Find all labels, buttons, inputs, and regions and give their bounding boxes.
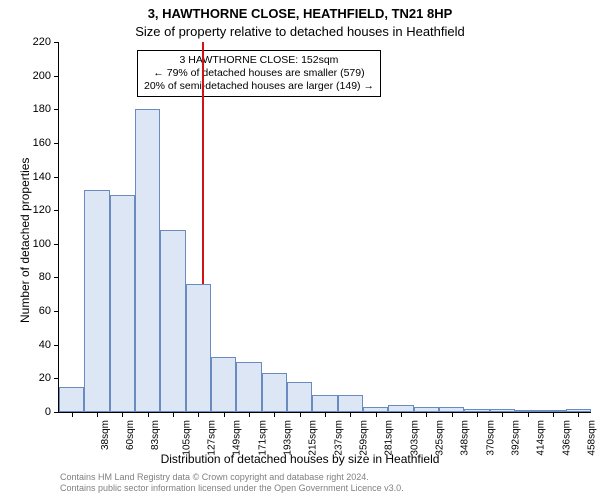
x-tick (325, 412, 326, 417)
x-tick-label: 105sqm (181, 420, 192, 456)
plot-area: 3 HAWTHORNE CLOSE: 152sqm ← 79% of detac… (58, 42, 591, 413)
histogram-bar (388, 405, 413, 412)
histogram-bar (59, 387, 84, 412)
x-tick-label: 127sqm (207, 420, 218, 456)
chart-title-address: 3, HAWTHORNE CLOSE, HEATHFIELD, TN21 8HP (0, 6, 600, 21)
x-tick (502, 412, 503, 417)
y-tick-label: 220 (21, 36, 51, 48)
y-tick (54, 311, 59, 312)
x-tick (122, 412, 123, 417)
annotation-box: 3 HAWTHORNE CLOSE: 152sqm ← 79% of detac… (137, 50, 381, 97)
x-tick-label: 414sqm (536, 420, 547, 456)
x-tick (300, 412, 301, 417)
histogram-bar (160, 230, 185, 412)
x-tick-label: 370sqm (485, 420, 496, 456)
x-tick-label: 281sqm (384, 420, 395, 456)
y-tick (54, 210, 59, 211)
y-tick (54, 412, 59, 413)
x-tick (97, 412, 98, 417)
y-tick (54, 345, 59, 346)
y-tick-label: 160 (21, 137, 51, 149)
footnote-line2: Contains public sector information licen… (60, 483, 404, 494)
histogram-bar (110, 195, 135, 412)
annotation-line3: 20% of semi-detached houses are larger (… (144, 80, 374, 93)
y-tick (54, 378, 59, 379)
y-tick-label: 100 (21, 238, 51, 250)
x-tick (350, 412, 351, 417)
x-tick-label: 436sqm (561, 420, 572, 456)
y-tick (54, 143, 59, 144)
histogram-bar (135, 109, 160, 412)
x-tick (426, 412, 427, 417)
histogram-bar (236, 362, 261, 412)
x-tick (376, 412, 377, 417)
x-tick-label: 458sqm (587, 420, 598, 456)
x-tick (173, 412, 174, 417)
x-tick-label: 392sqm (511, 420, 522, 456)
x-tick (452, 412, 453, 417)
x-tick-label: 149sqm (232, 420, 243, 456)
footnote: Contains HM Land Registry data © Crown c… (60, 472, 404, 494)
y-tick (54, 277, 59, 278)
x-tick (274, 412, 275, 417)
x-tick (528, 412, 529, 417)
histogram-bar (186, 284, 211, 412)
y-tick-label: 60 (21, 305, 51, 317)
x-tick (249, 412, 250, 417)
y-tick-label: 20 (21, 372, 51, 384)
footnote-line1: Contains HM Land Registry data © Crown c… (60, 472, 404, 483)
x-tick-label: 171sqm (257, 420, 268, 456)
x-tick-label: 259sqm (359, 420, 370, 456)
x-tick-label: 237sqm (333, 420, 344, 456)
histogram-bar (262, 373, 287, 412)
x-tick-label: 193sqm (283, 420, 294, 456)
x-tick-label: 348sqm (460, 420, 471, 456)
histogram-bar (287, 382, 312, 412)
x-tick-label: 303sqm (409, 420, 420, 456)
y-tick (54, 244, 59, 245)
y-tick (54, 177, 59, 178)
histogram-bar (338, 395, 363, 412)
chart-container: 3, HAWTHORNE CLOSE, HEATHFIELD, TN21 8HP… (0, 0, 600, 500)
x-tick (553, 412, 554, 417)
histogram-bar (312, 395, 337, 412)
x-tick (578, 412, 579, 417)
y-tick (54, 42, 59, 43)
chart-subtitle: Size of property relative to detached ho… (0, 24, 600, 39)
x-axis-label: Distribution of detached houses by size … (0, 452, 600, 466)
annotation-line2: ← 79% of detached houses are smaller (57… (144, 67, 374, 80)
x-tick-label: 325sqm (435, 420, 446, 456)
y-tick-label: 40 (21, 339, 51, 351)
y-tick-label: 180 (21, 103, 51, 115)
y-tick-label: 80 (21, 271, 51, 283)
y-tick-label: 200 (21, 70, 51, 82)
y-tick-label: 0 (21, 406, 51, 418)
annotation-line1: 3 HAWTHORNE CLOSE: 152sqm (144, 54, 374, 67)
x-tick-label: 60sqm (125, 420, 136, 450)
x-tick-label: 83sqm (150, 420, 161, 450)
x-tick (148, 412, 149, 417)
x-tick (224, 412, 225, 417)
y-tick-label: 140 (21, 171, 51, 183)
x-tick (477, 412, 478, 417)
x-tick-label: 215sqm (308, 420, 319, 456)
histogram-bar (211, 357, 236, 413)
y-tick (54, 109, 59, 110)
x-tick (198, 412, 199, 417)
histogram-bar (84, 190, 109, 412)
x-tick (401, 412, 402, 417)
x-tick-label: 38sqm (100, 420, 111, 450)
x-tick (72, 412, 73, 417)
y-tick-label: 120 (21, 204, 51, 216)
y-tick (54, 76, 59, 77)
